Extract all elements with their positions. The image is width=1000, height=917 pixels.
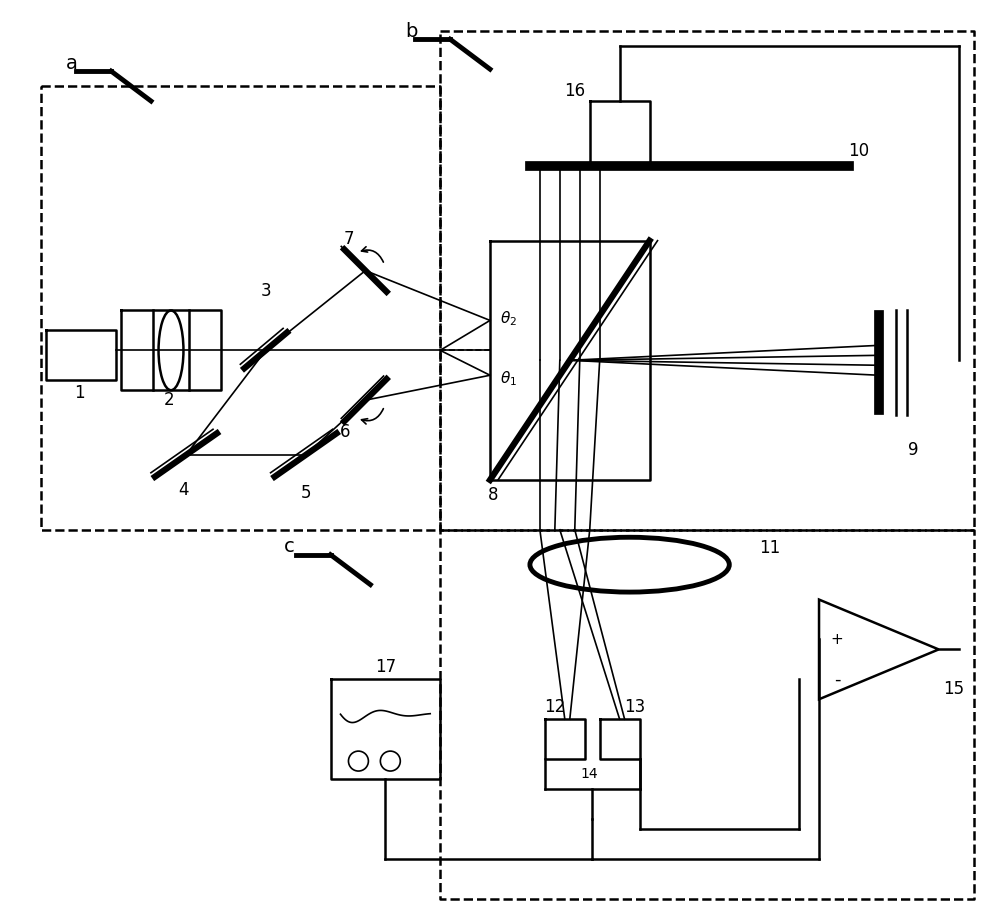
Text: 13: 13 (624, 698, 645, 716)
Text: 1: 1 (74, 384, 85, 403)
Text: -: - (834, 670, 840, 689)
Text: 15: 15 (943, 680, 964, 699)
Text: 17: 17 (375, 658, 396, 677)
Text: $\theta_1$: $\theta_1$ (500, 369, 517, 388)
Text: 10: 10 (848, 142, 869, 160)
Text: 7: 7 (343, 229, 354, 248)
Text: c: c (284, 537, 294, 557)
Text: 12: 12 (544, 698, 565, 716)
Text: 11: 11 (759, 538, 780, 557)
Text: 2: 2 (164, 392, 174, 409)
Text: 14: 14 (581, 767, 599, 781)
Text: 4: 4 (179, 481, 189, 499)
Text: 3: 3 (260, 282, 271, 300)
Text: 16: 16 (564, 83, 585, 100)
Text: a: a (66, 54, 78, 72)
Text: 5: 5 (300, 484, 311, 502)
Text: +: + (831, 632, 843, 647)
Text: b: b (405, 22, 418, 40)
Text: 9: 9 (908, 441, 919, 459)
Text: $\theta_2$: $\theta_2$ (500, 309, 517, 327)
Text: 6: 6 (340, 423, 351, 441)
Text: 8: 8 (488, 486, 498, 503)
